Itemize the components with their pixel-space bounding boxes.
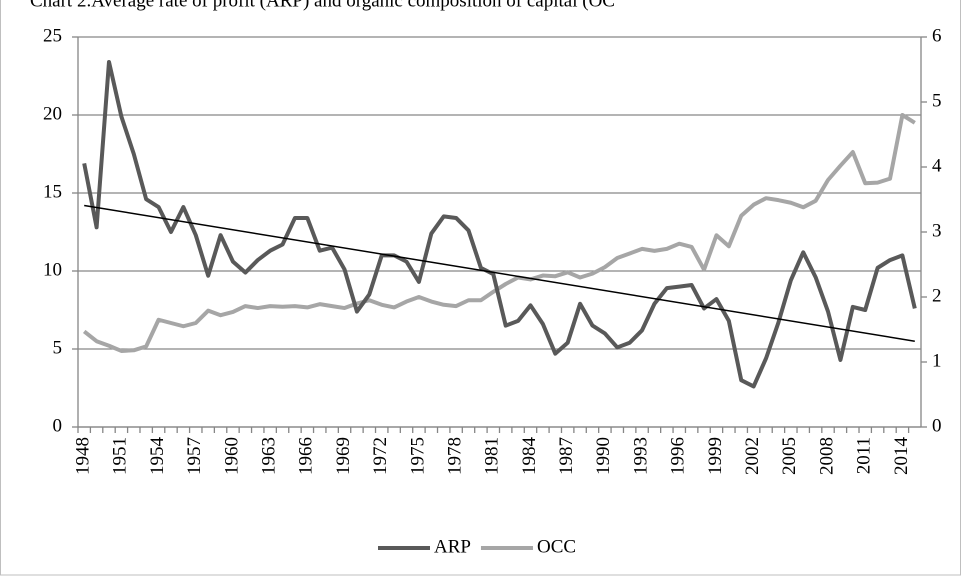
legend-label: ARP — [434, 536, 471, 557]
x-tick-label: 2014 — [891, 437, 912, 476]
x-tick-label: 2005 — [779, 437, 800, 475]
y-tick-label: 25 — [43, 25, 62, 46]
x-tick-label: 1957 — [184, 437, 205, 475]
y-tick-label: 0 — [53, 415, 63, 436]
x-tick-label: 1993 — [630, 437, 651, 475]
y-tick-label: 10 — [43, 259, 62, 280]
x-tick-label: 1978 — [444, 437, 465, 475]
x-tick-label: 1963 — [259, 437, 280, 475]
x-tick-label: 1987 — [556, 437, 577, 475]
y2-tick-label: 4 — [932, 155, 942, 176]
x-tick-label: 1975 — [407, 437, 428, 475]
series-line — [82, 113, 916, 353]
legend-label: OCC — [537, 536, 576, 557]
series-line — [82, 59, 917, 389]
y2-tick-label: 0 — [932, 415, 942, 436]
x-tick-label: 1996 — [668, 437, 689, 475]
x-tick-label: 1954 — [147, 437, 168, 476]
x-tick-label: 2011 — [854, 437, 875, 474]
x-tick-label: 2002 — [742, 437, 763, 475]
x-tick-label: 1969 — [333, 437, 354, 475]
chart-title: Chart 2.Average rate of profit (ARP) and… — [30, 0, 615, 11]
x-tick-label: 1984 — [519, 437, 540, 476]
x-tick-label: 2008 — [816, 437, 837, 475]
y-tick-label: 5 — [53, 337, 63, 358]
y2-tick-label: 1 — [932, 350, 942, 371]
trend-line — [84, 204, 915, 342]
y2-tick-label: 5 — [932, 90, 942, 111]
y2-tick-label: 6 — [932, 25, 942, 46]
x-tick-label: 1948 — [73, 437, 94, 475]
x-tick-label: 1951 — [110, 437, 131, 475]
x-tick-label: 1990 — [593, 437, 614, 475]
x-tick-label: 1966 — [296, 437, 317, 475]
x-tick-label: 1981 — [482, 437, 503, 475]
y-tick-label: 20 — [43, 103, 62, 124]
x-tick-label: 1972 — [370, 437, 391, 475]
y2-tick-label: 3 — [932, 220, 942, 241]
y2-tick-label: 2 — [932, 285, 942, 306]
x-tick-label: 1960 — [221, 437, 242, 475]
y-tick-label: 15 — [43, 181, 62, 202]
x-tick-label: 1999 — [705, 437, 726, 475]
